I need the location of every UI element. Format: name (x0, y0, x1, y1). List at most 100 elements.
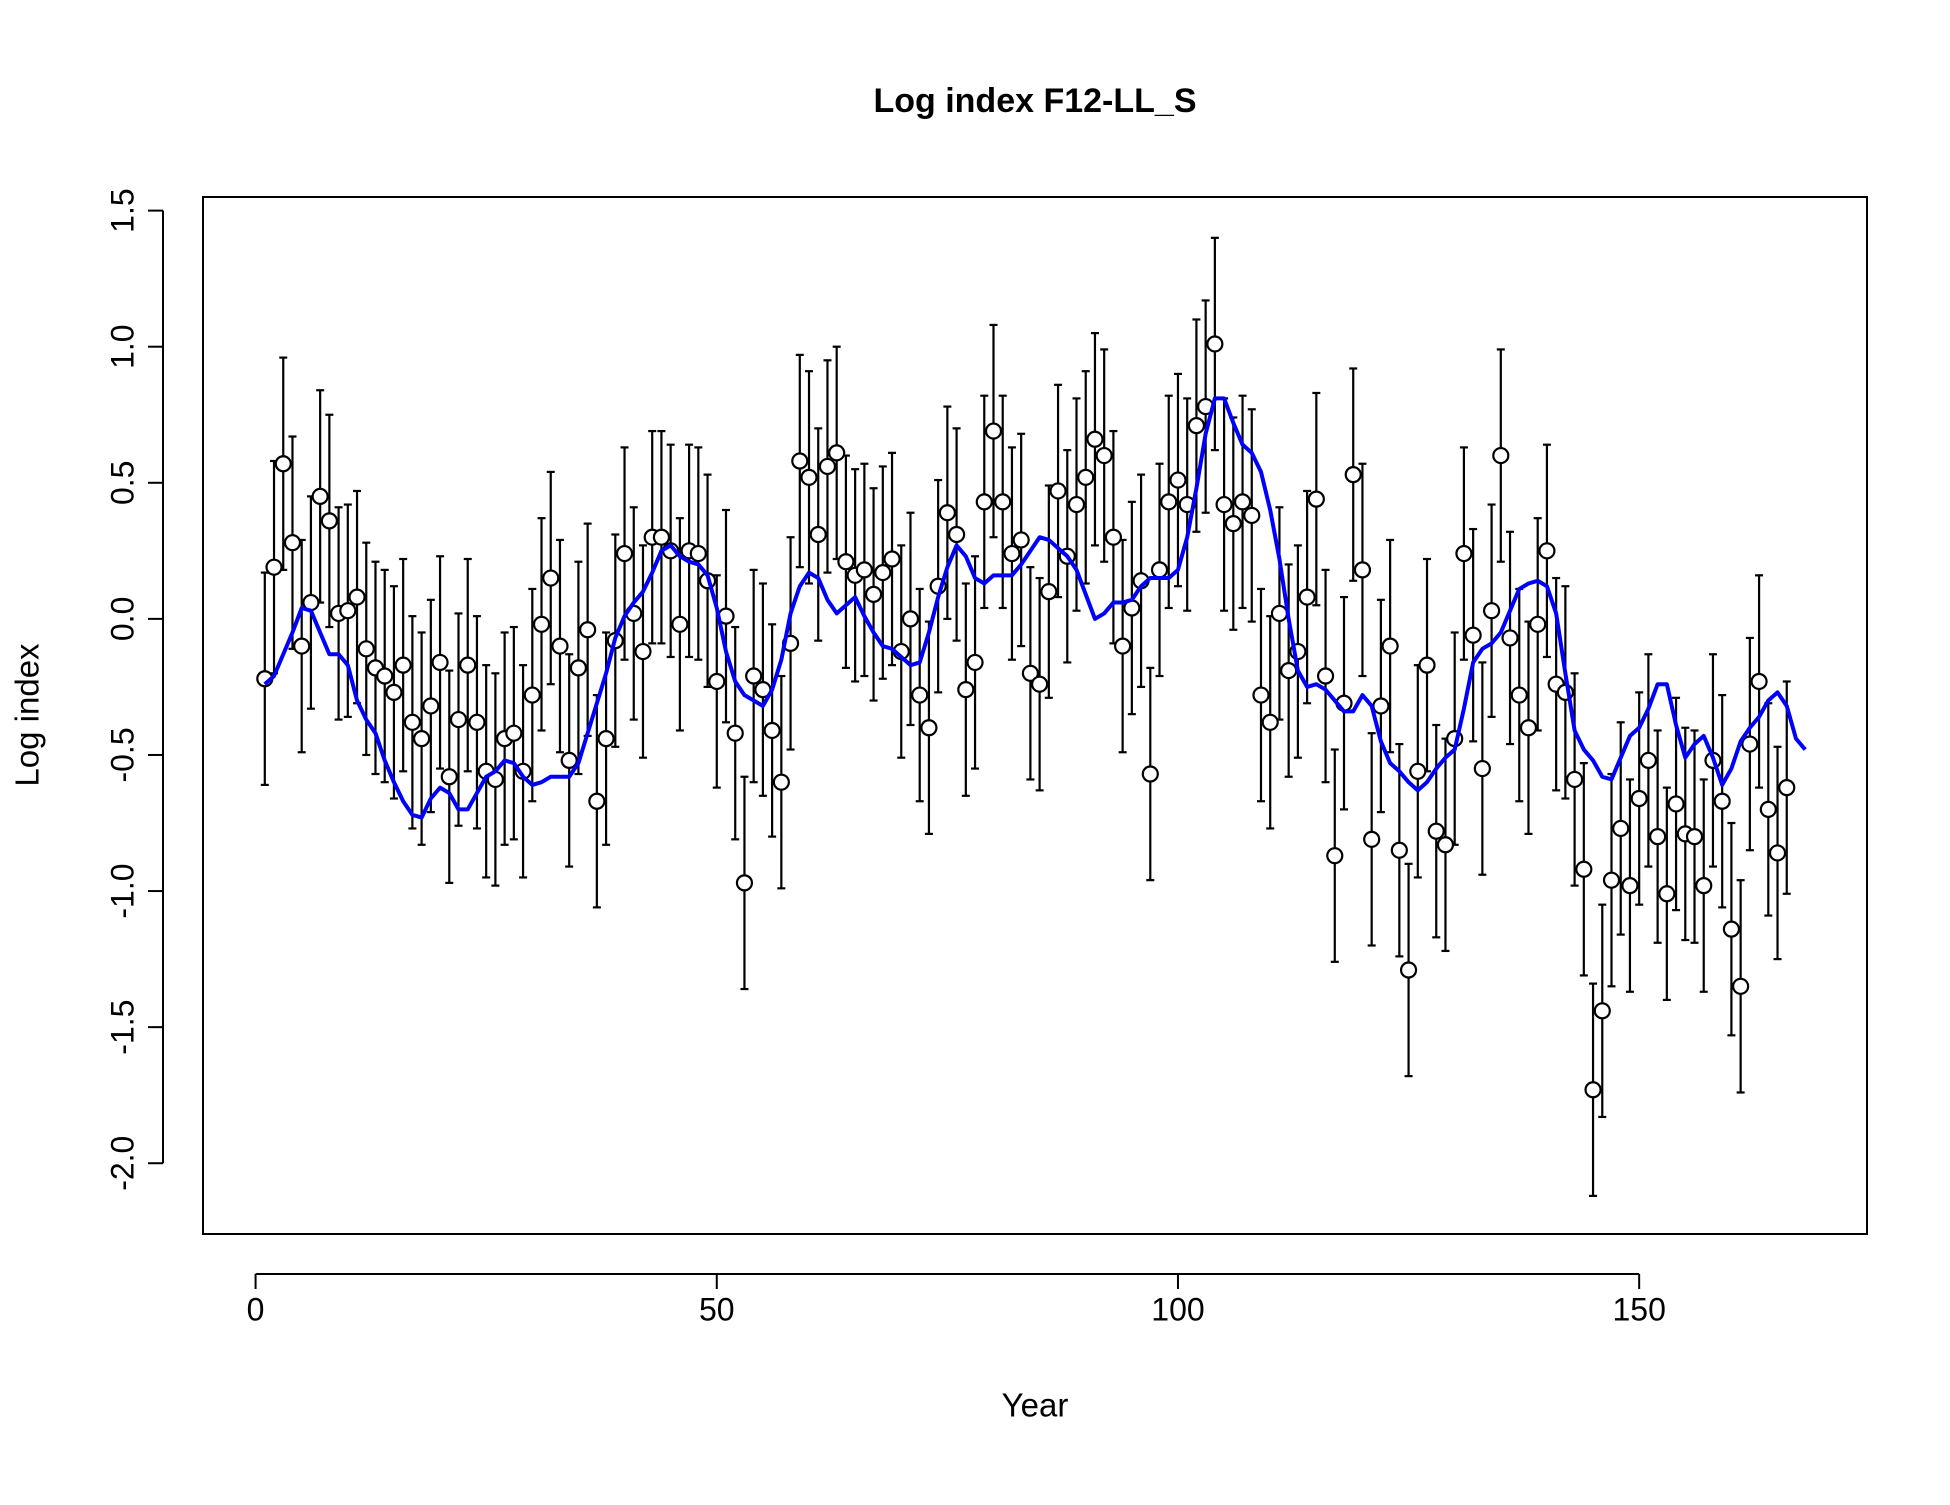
data-point (283, 534, 302, 552)
data-point (874, 564, 892, 582)
data-point (1252, 686, 1270, 704)
data-point (1593, 1002, 1611, 1020)
data-point (1667, 795, 1685, 813)
data-point (1409, 762, 1427, 780)
data-point (1501, 629, 1519, 647)
y-tick-label: -2.0 (104, 1136, 140, 1191)
data-point (975, 493, 993, 511)
data-point (1759, 800, 1777, 819)
data-point (505, 724, 523, 742)
data-point (1492, 446, 1510, 465)
y-tick-label: 1.0 (104, 324, 140, 368)
data-point (1436, 836, 1455, 854)
data-point (1575, 860, 1593, 878)
data-point (311, 487, 329, 505)
data-point (735, 874, 754, 892)
x-tick-label: 150 (1612, 1291, 1665, 1327)
y-tick-label: -0.5 (104, 727, 140, 782)
data-point (809, 525, 827, 544)
data-point (1224, 515, 1242, 533)
data-point (1160, 493, 1178, 511)
data-point (468, 713, 486, 731)
data-point (1086, 430, 1104, 448)
data-point (1187, 417, 1206, 435)
data-point (1363, 830, 1381, 848)
y-tick-label: -1.0 (104, 863, 140, 918)
fit-line (263, 396, 1807, 820)
data-point (265, 558, 283, 576)
data-point (1399, 961, 1418, 979)
data-point (1778, 779, 1796, 797)
data-point (320, 512, 338, 530)
data-point (1750, 672, 1768, 691)
data-point (579, 621, 597, 639)
y-tick-label: -1.5 (104, 1000, 140, 1055)
data-point (1722, 920, 1741, 938)
data-point (1243, 506, 1261, 525)
data-point (1169, 471, 1187, 489)
data-point (459, 656, 477, 674)
data-point (1233, 493, 1252, 511)
data-point (1418, 656, 1436, 674)
data-point (1141, 765, 1159, 783)
data-point (1510, 686, 1528, 704)
data-point (1067, 495, 1086, 514)
data-point (403, 713, 421, 731)
data-point (1031, 675, 1049, 693)
data-point (1612, 819, 1630, 838)
data-point (1519, 719, 1538, 737)
data-point (1021, 664, 1039, 682)
data-point (800, 468, 818, 486)
x-tick-label: 100 (1151, 1291, 1204, 1327)
data-point (348, 588, 366, 606)
data-point (274, 455, 292, 473)
data-point (1455, 544, 1473, 563)
data-point (966, 653, 984, 672)
y-tick-label: 0.0 (104, 597, 140, 641)
data-point (1326, 847, 1344, 865)
data-point (745, 667, 763, 685)
data-point (449, 710, 468, 729)
data-point (652, 528, 671, 546)
data-point (901, 610, 920, 628)
data-point (431, 653, 449, 672)
data-point (994, 493, 1012, 511)
data-point (1114, 637, 1132, 655)
data-point (1427, 822, 1445, 840)
data-point (440, 768, 458, 786)
data-point (938, 504, 956, 522)
data-point (1741, 735, 1759, 753)
data-point (1344, 466, 1362, 484)
data-point (855, 561, 873, 579)
data-point (1630, 789, 1648, 808)
data-point (385, 683, 403, 701)
data-point (542, 569, 560, 587)
data-point (883, 550, 901, 568)
data-point (1104, 528, 1123, 546)
data-point (1353, 561, 1372, 579)
data-point (1602, 871, 1621, 889)
data-point (1150, 561, 1169, 579)
data-point (1658, 885, 1676, 903)
y-tick-label: 0.5 (104, 461, 140, 505)
data-point (984, 422, 1003, 440)
data-point (1012, 531, 1030, 549)
data-point (1270, 604, 1289, 623)
data-point (293, 637, 311, 655)
data-point (1768, 844, 1787, 862)
data-point (818, 457, 837, 476)
data-point (689, 544, 707, 563)
data-point (864, 585, 883, 603)
data-point (1261, 713, 1279, 731)
data-point (837, 553, 855, 571)
data-point (1298, 588, 1316, 606)
data-point (615, 544, 634, 563)
data-point (957, 681, 975, 699)
data-point (394, 656, 412, 674)
data-point (357, 640, 375, 658)
data-point (1049, 482, 1067, 500)
data-point (597, 730, 615, 748)
data-point (1584, 1081, 1602, 1099)
data-point (671, 615, 689, 633)
